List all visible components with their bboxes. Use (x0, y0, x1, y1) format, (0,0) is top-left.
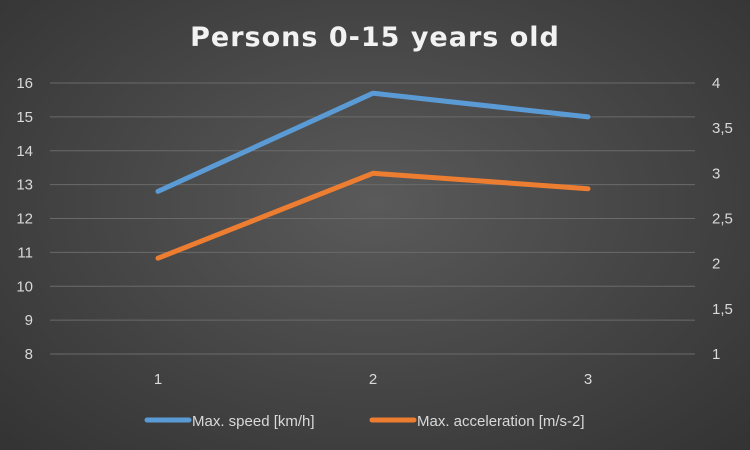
series-line-1 (155, 170, 591, 261)
x-axis-ticks: 1 2 3 (154, 371, 592, 388)
right-axis-ticks: 1 1,5 2 2,5 3 3,5 4 (712, 75, 733, 363)
left-tick-label: 16 (16, 75, 33, 92)
x-tick-label: 2 (369, 371, 377, 388)
left-tick-label: 13 (16, 177, 33, 194)
right-tick-label: 3 (712, 165, 720, 182)
right-tick-label: 2 (712, 256, 720, 273)
right-tick-label: 1 (712, 346, 720, 363)
right-tick-label: 1,5 (712, 301, 733, 318)
legend: Max. speed [km/h] Max. acceleration [m/s-… (144, 413, 585, 430)
left-tick-label: 14 (16, 143, 33, 160)
grid-lines (50, 82, 695, 355)
right-tick-label: 3,5 (712, 120, 733, 137)
legend-label: Max. speed [km/h] (192, 413, 315, 430)
legend-label: Max. acceleration [m/s-2] (417, 413, 585, 430)
right-tick-label: 2,5 (712, 211, 733, 228)
left-tick-label: 9 (25, 312, 33, 329)
left-tick-label: 10 (16, 278, 33, 295)
left-tick-label: 12 (16, 211, 33, 228)
right-tick-label: 4 (712, 75, 720, 92)
left-tick-label: 15 (16, 109, 33, 126)
left-tick-label: 11 (17, 244, 33, 261)
left-tick-label: 8 (25, 346, 33, 363)
left-axis-ticks: 8 9 10 11 12 13 14 15 16 (16, 75, 33, 363)
series-line-0 (155, 90, 591, 194)
chart-title: Persons 0-15 years old (190, 22, 560, 53)
x-tick-label: 3 (584, 371, 592, 388)
series-lines (155, 90, 591, 261)
x-tick-label: 1 (154, 371, 162, 388)
